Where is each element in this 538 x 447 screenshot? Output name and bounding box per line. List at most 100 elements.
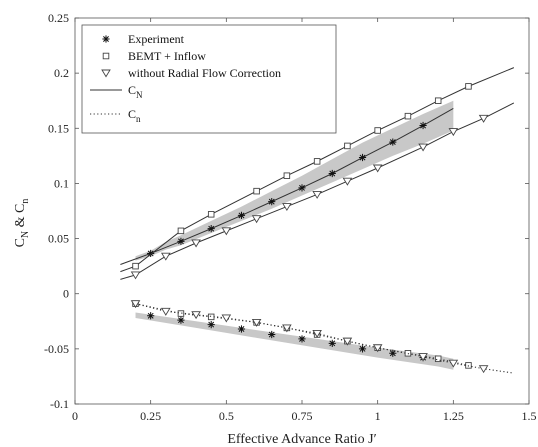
series-1-point-7 [374,127,381,134]
series-2-point-2 [191,239,201,248]
y-tick-label-4: 0.1 [54,176,69,190]
axes: 0 0.25 0.5 0.75 1 1.25 1.5 -0.1 -0.05 0 0.05 0.1 0.1… [44,11,537,423]
y-tick-label-5: 0.15 [48,121,69,135]
legend-label-main-3: C [128,83,136,97]
legend-symbol-2 [101,69,111,78]
series-2-point-5 [282,203,292,212]
series-group [120,67,515,374]
series-1-point-0 [132,262,139,270]
series-5-point-9 [418,353,428,362]
x-tick-label-4: 1 [375,409,381,423]
series-2-point-6 [312,191,322,199]
legend-entry-4: Cn [90,107,141,124]
series-1-point-3 [253,187,260,195]
legend-box [81,24,337,134]
series-3-point-1 [177,316,185,324]
series-5-point-0 [130,300,141,309]
series-2-point-4 [251,215,262,224]
series-1-point-2 [207,211,215,218]
series-5-point-3 [221,314,232,323]
y-tick-label-3: 0.05 [48,232,69,246]
series-1-point-5 [313,158,321,165]
y-axis-title-sub2: n [20,199,31,204]
x-tick-label-2: 0.5 [219,409,234,423]
y-tick-label-2: 0 [63,287,69,301]
legend-entry-3: CN [90,83,143,100]
series-0-point-2 [207,225,215,233]
series-2-point-1 [161,252,171,261]
uncertainty-band-0 [135,100,454,261]
x-tick-label-3: 0.75 [292,409,313,423]
series-3-point-8 [389,349,397,357]
series-0 [120,107,454,265]
series-3-point-2 [207,320,215,329]
legend-entry-2: without Radial Flow Correction [101,66,281,80]
series-2-point-0 [130,271,141,280]
legend-symbol-0 [102,35,110,43]
series-1-point-10 [465,83,472,90]
y-axis-title-c2: C [13,204,28,213]
legend-label-0: Experiment [128,32,185,46]
series-0-point-0 [147,249,155,258]
series-5-point-6 [312,329,322,338]
series-1-point-1 [177,227,185,235]
series-0-point-9 [419,121,427,130]
series-1-point-4 [283,172,291,179]
legend-label-sub-4: n [136,114,141,124]
legend: Experiment BEMT + Inflow without Radial Fl… [81,24,337,134]
y-tick-label-7: 0.25 [48,11,69,25]
series-4-point-2 [207,313,215,321]
series-0-point-5 [298,184,306,192]
legend-entry-1: BEMT + Inflow [102,49,206,63]
series-3-point-6 [328,339,336,347]
legend-symbol-1 [102,52,110,60]
legend-label-1: BEMT + Inflow [128,49,206,63]
legend-label-main-4: C [128,107,136,121]
series-4-point-1 [177,310,185,317]
series-0-point-1 [177,237,185,245]
series-5-point-10 [448,359,459,368]
series-line-0 [120,107,454,265]
y-axis-title-amp: & [13,213,28,231]
series-2-point-11 [478,114,489,123]
series-4-point-9 [434,355,442,363]
series-3-point-3 [237,325,246,333]
series-5-point-5 [282,324,292,333]
series-2-point-8 [372,164,383,173]
x-axis-title: Effective Advance Ratio J′ [227,432,376,447]
series-0-point-4 [268,198,276,206]
series-0-point-8 [389,138,397,146]
series-1-point-6 [344,142,351,150]
series-0-point-3 [237,211,246,220]
series-0-point-6 [328,169,336,178]
series-2-point-3 [221,227,232,236]
legend-label-4: Cn [128,107,141,124]
series-line-2 [120,102,515,280]
x-tick-label-5: 1.25 [443,409,464,423]
series-2 [120,102,515,280]
legend-entry-0: Experiment [102,32,185,46]
series-3-point-4 [268,330,276,339]
y-axis-title: CN & Cn [13,199,31,248]
series-1 [120,67,515,273]
series-1-point-9 [434,97,442,104]
series-5-point-4 [251,318,262,327]
series-5-point-8 [372,344,383,353]
uncertainty-band-1 [135,312,454,370]
series-5-point-1 [161,307,171,316]
series-5-point-2 [191,311,201,320]
y-tick-label-1: -0.05 [44,342,69,356]
series-2-point-7 [342,177,353,186]
series-0-point-7 [358,153,367,162]
legend-label-3: CN [128,83,143,100]
series-3-point-0 [147,312,155,320]
series-5-point-11 [478,365,489,374]
legend-label-sub-3: N [136,90,143,100]
x-tick-label-1: 0.25 [140,409,161,423]
series-2-point-10 [448,128,459,137]
series-5-point-7 [342,337,353,346]
legend-label-2: without Radial Flow Correction [128,66,281,80]
series-3-point-7 [358,345,367,353]
y-tick-label-0: -0.1 [50,397,69,411]
x-tick-label-0: 0 [72,409,78,423]
